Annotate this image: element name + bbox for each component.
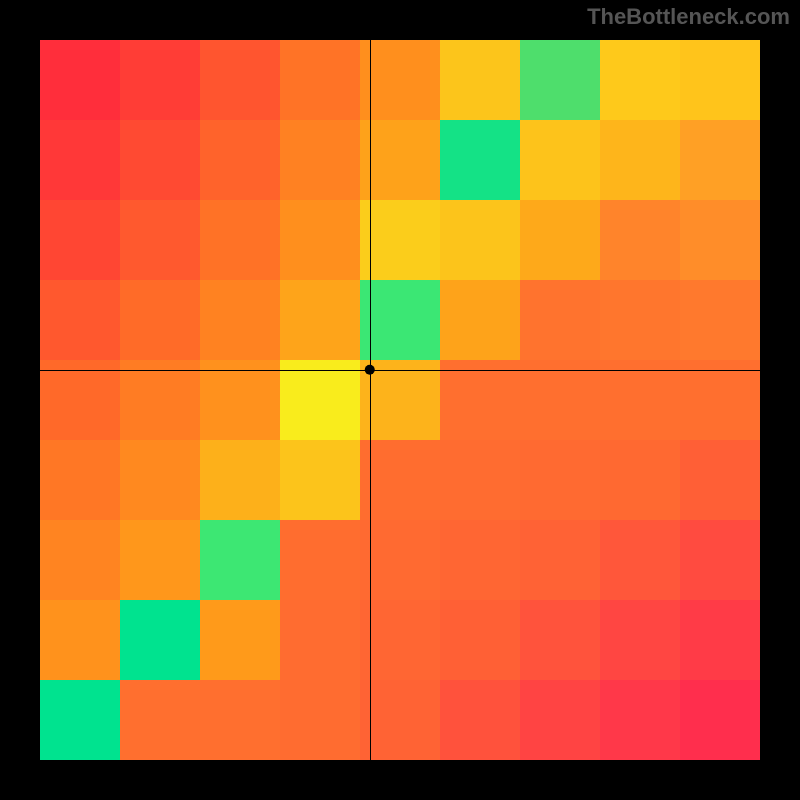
plot-area	[40, 40, 760, 760]
chart-frame: TheBottleneck.com	[0, 0, 800, 800]
watermark-text: TheBottleneck.com	[587, 4, 790, 30]
heatmap-canvas	[40, 40, 760, 760]
